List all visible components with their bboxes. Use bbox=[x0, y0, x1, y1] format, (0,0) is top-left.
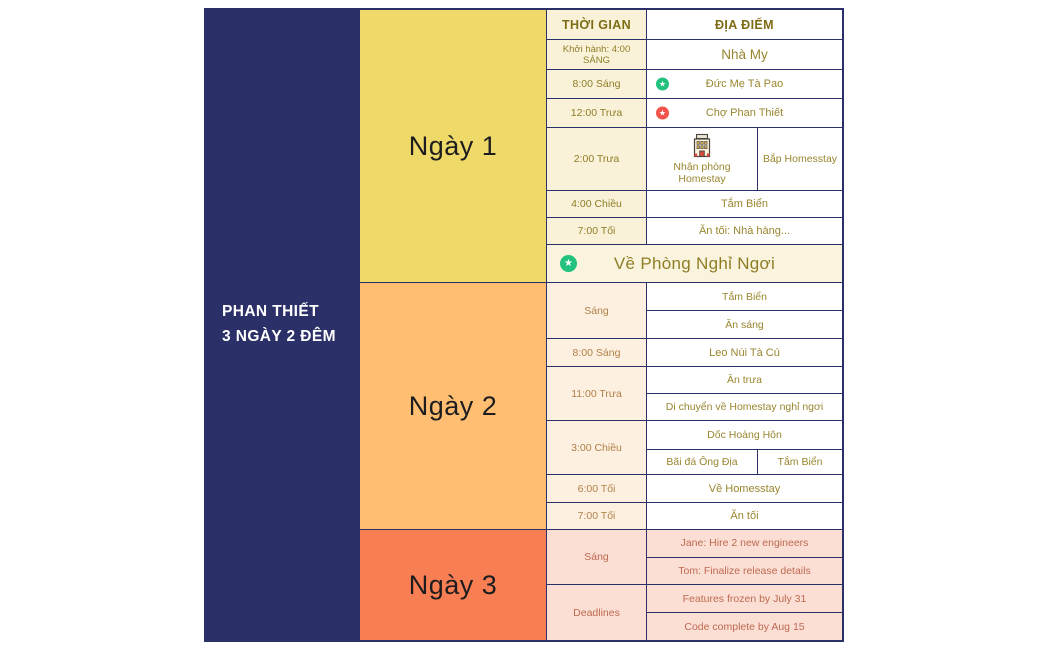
time-cell: 11:00 Trưa bbox=[547, 367, 647, 420]
day-2-label: Ngày 2 bbox=[408, 390, 498, 421]
activity-cell: Bãi đá Ông Địa bbox=[647, 450, 758, 474]
day-column: Ngày 1 Ngày 2 Ngày 3 bbox=[360, 10, 547, 640]
trip-title-line2: 3 NGÀY 2 ĐÊM bbox=[222, 328, 336, 345]
table-row: Sáng Jane: Hire 2 new engineers Tom: Fin… bbox=[547, 530, 842, 585]
task-cell: Jane: Hire 2 new engineers bbox=[647, 530, 842, 558]
location-split-cell: Nhận phòng Homestay Bắp Homesstay bbox=[647, 128, 842, 190]
table-row: 3:00 Chiều Dốc Hoàng Hôn Bãi đá Ông Địa … bbox=[547, 421, 842, 475]
schedule-header-row: THỜI GIAN ĐỊA ĐIỂM bbox=[547, 10, 842, 40]
table-row: 7:00 Tối Ăn tối: Nhà hàng... bbox=[547, 218, 842, 245]
table-row: Deadlines Features frozen by July 31 Cod… bbox=[547, 585, 842, 640]
task-cell: Tom: Finalize release details bbox=[647, 557, 842, 584]
location-cell: Tắm Biển bbox=[647, 191, 842, 217]
task-cell: Code complete by Aug 15 bbox=[647, 613, 842, 640]
table-row: 2:00 Trưa bbox=[547, 128, 842, 191]
table-row: 12:00 Trưa Chợ Phan Thiết bbox=[547, 99, 842, 128]
time-cell: Sáng bbox=[547, 283, 647, 338]
time-cell: 7:00 Tối bbox=[547, 503, 647, 529]
time-cell: Khởi hành: 4:00 SÁNG bbox=[547, 40, 647, 69]
time-cell: 7:00 Tối bbox=[547, 218, 647, 244]
table-row: 8:00 Sáng Leo Núi Tà Cú bbox=[547, 339, 842, 367]
location-text: Chợ Phan Thiết bbox=[705, 107, 784, 119]
table-row: Sáng Tắm Biển Ăn sáng bbox=[547, 283, 842, 339]
time-cell: Deadlines bbox=[547, 585, 647, 640]
activity-split-row: Bãi đá Ông Địa Tắm Biển bbox=[647, 450, 842, 474]
table-row: 11:00 Trưa Ăn trưa Di chuyển về Homestay… bbox=[547, 367, 842, 421]
rest-banner-label: Về Phòng Nghỉ Ngơi bbox=[613, 253, 776, 273]
checkin-label: Nhận phòng Homestay bbox=[673, 161, 731, 185]
location-cell: Về Homesstay bbox=[647, 475, 842, 502]
location-stack-cell: Features frozen by July 31 Code complete… bbox=[647, 585, 842, 640]
day-3-block: Ngày 3 bbox=[360, 530, 546, 640]
location-stack-cell: Dốc Hoàng Hôn Bãi đá Ông Địa Tắm Biển bbox=[647, 421, 842, 474]
task-cell: Features frozen by July 31 bbox=[647, 585, 842, 613]
location-stack-cell: Ăn trưa Di chuyển về Homestay nghỉ ngơi bbox=[647, 367, 842, 420]
table-row: 4:00 Chiều Tắm Biển bbox=[547, 191, 842, 218]
table-row: 7:00 Tối Ăn tối bbox=[547, 503, 842, 530]
activity-cell: Tắm Biển bbox=[647, 283, 842, 311]
location-cell: Đức Mẹ Tà Pao bbox=[647, 70, 842, 98]
table-row: 6:00 Tối Về Homesstay bbox=[547, 475, 842, 503]
location-cell: Chợ Phan Thiết bbox=[647, 99, 842, 127]
time-cell: 3:00 Chiều bbox=[547, 421, 647, 474]
time-cell: 4:00 Chiều bbox=[547, 191, 647, 217]
location-cell: Ăn tối: Nhà hàng... bbox=[647, 218, 842, 244]
activity-cell: Ăn sáng bbox=[725, 318, 764, 331]
green-star-icon bbox=[560, 255, 577, 272]
schedule-grid: THỜI GIAN ĐỊA ĐIỂM Khởi hành: 4:00 SÁNG … bbox=[547, 10, 842, 640]
itinerary-table: PHAN THIẾT 3 NGÀY 2 ĐÊM Ngày 1 Ngày 2 Ng… bbox=[204, 8, 844, 642]
location-stack-cell: Jane: Hire 2 new engineers Tom: Finalize… bbox=[647, 530, 842, 584]
rest-banner-row: Về Phòng Nghỉ Ngơi bbox=[547, 245, 842, 283]
trip-title-line1: PHAN THIẾT bbox=[222, 303, 319, 321]
location-cell: Nhà My bbox=[647, 40, 842, 69]
red-star-icon bbox=[656, 106, 669, 120]
time-cell: 2:00 Trưa bbox=[547, 128, 647, 190]
location-cell: Ăn tối bbox=[647, 503, 842, 529]
day-3-label: Ngày 3 bbox=[408, 569, 498, 600]
green-star-icon bbox=[656, 77, 669, 91]
activity-cell: Tắm Biển bbox=[777, 456, 823, 468]
hotel-building-icon bbox=[689, 133, 715, 158]
table-row: 8:00 Sáng Đức Mẹ Tà Pao bbox=[547, 70, 842, 99]
day-2-block: Ngày 2 bbox=[360, 283, 546, 530]
activity-cell: Di chuyển về Homestay nghỉ ngơi bbox=[665, 401, 824, 413]
location-stack-cell: Tắm Biển Ăn sáng bbox=[647, 283, 842, 338]
time-cell: Sáng bbox=[547, 530, 647, 584]
day-1-label: Ngày 1 bbox=[408, 130, 498, 161]
time-column-header: THỜI GIAN bbox=[547, 10, 647, 39]
table-row: Khởi hành: 4:00 SÁNG Nhà My bbox=[547, 40, 842, 70]
time-cell: 12:00 Trưa bbox=[547, 99, 647, 127]
day-1-block: Ngày 1 bbox=[360, 10, 546, 283]
location-cell: Leo Núi Tà Cú bbox=[647, 339, 842, 366]
activity-cell: Dốc Hoàng Hôn bbox=[647, 421, 842, 450]
homestay-name-cell: Bắp Homesstay bbox=[762, 153, 838, 165]
trip-sidebar: PHAN THIẾT 3 NGÀY 2 ĐÊM bbox=[206, 10, 360, 640]
activity-cell: Ăn trưa bbox=[647, 367, 842, 394]
trip-title: PHAN THIẾT 3 NGÀY 2 ĐÊM bbox=[206, 300, 336, 350]
time-cell: 8:00 Sáng bbox=[547, 339, 647, 366]
checkin-cell: Nhận phòng Homestay bbox=[647, 128, 758, 190]
time-cell: 6:00 Tối bbox=[547, 475, 647, 502]
location-text: Đức Mẹ Tà Pao bbox=[705, 78, 784, 90]
location-column-header: ĐỊA ĐIỂM bbox=[647, 10, 842, 39]
time-cell: 8:00 Sáng bbox=[547, 70, 647, 98]
